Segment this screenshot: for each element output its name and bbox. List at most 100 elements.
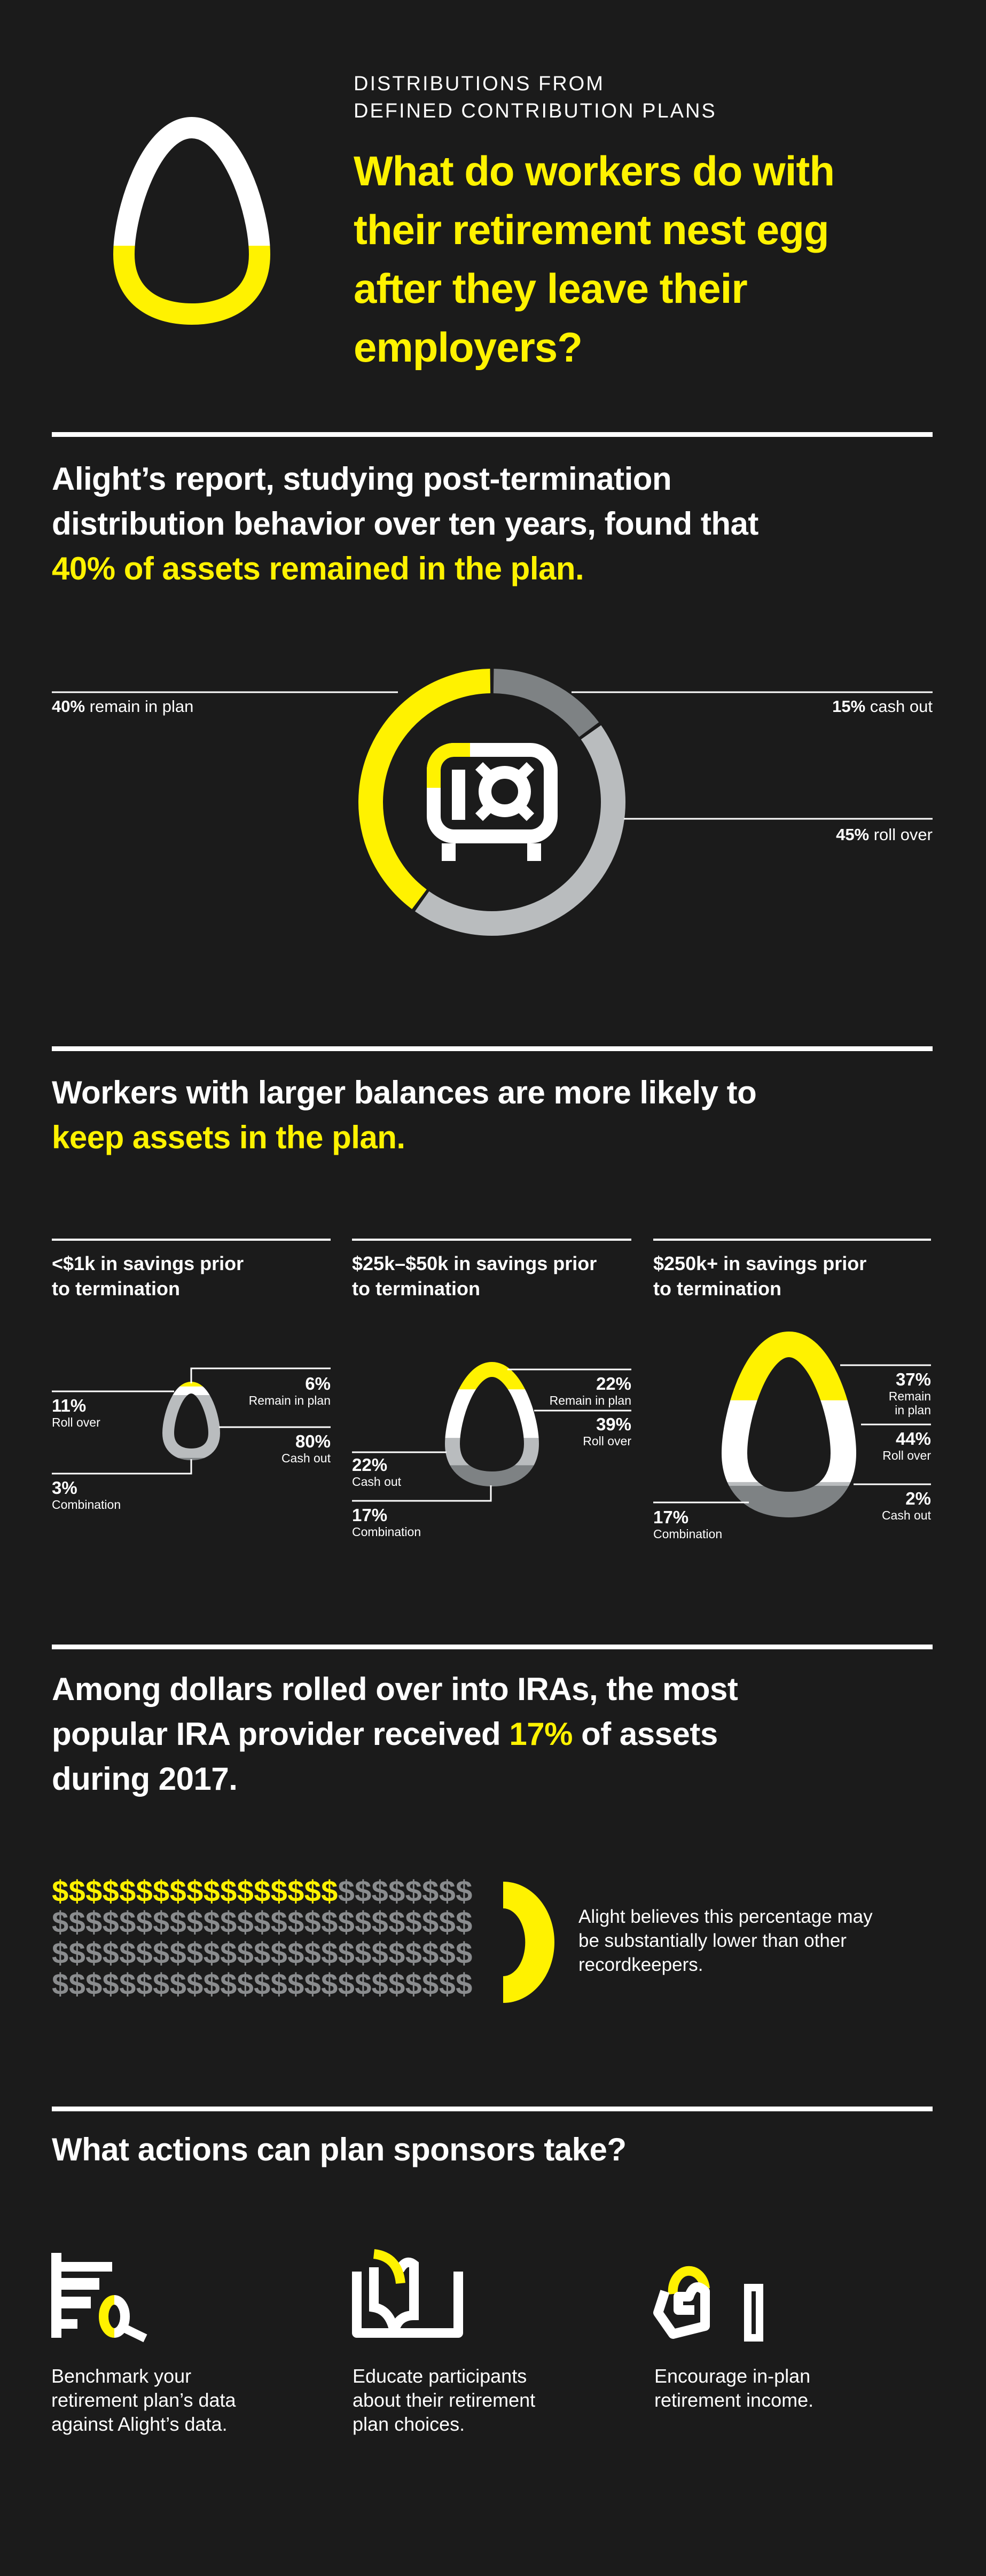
divider: [52, 1046, 933, 1051]
dollar-icon-highlighted: $: [169, 1874, 186, 1908]
dollar-icon: $: [153, 1905, 170, 1939]
dollar-icon: $: [270, 1967, 287, 2001]
dollar-icon: $: [119, 1967, 136, 2001]
dollar-icon: $: [203, 1905, 220, 1939]
dollar-icon: $: [136, 1936, 153, 1970]
dollar-icon-highlighted: $: [52, 1874, 69, 1908]
egg-icon: [113, 117, 271, 325]
dollar-icon: $: [456, 1967, 473, 2001]
dollar-icon: $: [52, 1967, 69, 2001]
pct: 44%: [895, 1429, 931, 1448]
heading-line: popular IRA provider received 17% of ass…: [52, 1712, 738, 1757]
dollar-icon: $: [52, 1936, 69, 1970]
pct: 3%: [52, 1478, 77, 1498]
divider: [52, 1645, 933, 1649]
dollar-icon: $: [270, 1936, 287, 1970]
dollar-icon: $: [371, 1967, 388, 2001]
label-pct: 15%: [832, 697, 866, 716]
cuff: [744, 2284, 763, 2342]
label-combination: 17% Combination: [352, 1506, 421, 1539]
pct: 17%: [653, 1507, 689, 1527]
subtitle-line: DEFINED CONTRIBUTION PLANS: [354, 100, 717, 122]
action-line: about their retirement: [353, 2389, 536, 2411]
dollar-icon: $: [422, 1967, 439, 2001]
pct: 22%: [596, 1374, 631, 1393]
note-line: be substantially lower than other: [578, 1930, 847, 1951]
dollar-icon: $: [153, 1936, 170, 1970]
action-line: against Alight’s data.: [51, 2413, 228, 2435]
dollar-icon-highlighted: $: [203, 1874, 220, 1908]
egg-band-cash-out: [162, 1395, 221, 1459]
dollar-icon: $: [355, 1936, 372, 1970]
dollar-icon: $: [388, 1936, 405, 1970]
dollar-icon: $: [270, 1905, 287, 1939]
dollar-icon: $: [102, 1905, 119, 1939]
dollar-icon-highlighted: $: [85, 1874, 103, 1908]
label-remain: 40% remain in plan: [52, 696, 193, 717]
book-pages: [369, 2257, 419, 2333]
dollar-icon: $: [186, 1967, 204, 2001]
pct: 22%: [352, 1455, 388, 1475]
label-cash-out: 2% Cash out: [882, 1489, 931, 1523]
hand-coin-icon: [653, 2266, 763, 2342]
safe-icon: [427, 743, 558, 861]
column-title: $25k–$50k in savings prior to termination: [352, 1251, 597, 1301]
title-line: to termination: [653, 1278, 781, 1299]
safe-dial: [479, 766, 531, 817]
dollar-icon: $: [371, 1936, 388, 1970]
action-encourage: Encourage in-plan retirement income.: [654, 2364, 911, 2412]
dollar-icon: $: [439, 1905, 456, 1939]
percent-bracket-icon: [503, 1882, 554, 2003]
dollar-icon-highlighted: $: [304, 1874, 321, 1908]
safe-corner: [427, 743, 470, 788]
note-text: Alight believes this percentage may be s…: [578, 1905, 952, 1977]
dollar-icon: $: [304, 1936, 321, 1970]
dollar-icon: $: [371, 1874, 388, 1908]
seg-label: in plan: [895, 1403, 931, 1417]
dollar-icon: $: [85, 1967, 103, 2001]
dollar-icon: $: [102, 1936, 119, 1970]
dollar-icon: $: [52, 1905, 69, 1939]
coin: [668, 2266, 710, 2295]
heading-line: during 2017.: [52, 1761, 238, 1797]
dollar-icon: $: [388, 1967, 405, 2001]
dollar-icon: $: [153, 1967, 170, 2001]
dollar-icon: $: [439, 1874, 456, 1908]
dollar-icon: $: [287, 1936, 304, 1970]
dollar-icon: $: [68, 1905, 85, 1939]
handle: [123, 2324, 147, 2343]
action-line: Educate participants: [353, 2365, 527, 2387]
hand: [653, 2282, 710, 2339]
safe-dial-notch: [514, 801, 535, 821]
heading-highlight: 17%: [509, 1716, 573, 1752]
dollar-icon: $: [355, 1874, 372, 1908]
label-cash-out: 15% cash out: [832, 696, 933, 717]
label-text: remain in plan: [85, 697, 194, 716]
leader-line: [190, 1367, 331, 1383]
pct: 2%: [905, 1489, 931, 1508]
egg-band-combination: [729, 1485, 849, 1518]
dollar-icon: $: [405, 1905, 422, 1939]
section4-heading: What actions can plan sponsors take?: [52, 2127, 627, 2172]
label-roll-over: 39% Roll over: [583, 1415, 631, 1448]
dollar-icon: $: [119, 1936, 136, 1970]
dollar-icon: $: [439, 1936, 456, 1970]
label-combination: 3% Combination: [52, 1478, 121, 1512]
label-text: cash out: [865, 697, 933, 716]
dollar-icon: $: [355, 1967, 372, 2001]
section1-heading: Alight’s report, studying post-terminati…: [52, 457, 758, 591]
dollar-icon-highlighted: $: [102, 1874, 119, 1908]
pct: 37%: [895, 1369, 931, 1389]
action-educate: Educate participants about their retirem…: [353, 2364, 609, 2436]
dollar-icon: $: [68, 1936, 85, 1970]
dollar-icon-highlighted: $: [237, 1874, 254, 1908]
lens-yellow: [99, 2295, 115, 2338]
dollar-icon: $: [388, 1874, 405, 1908]
dollar-pictogram: $$$$$$$$$$$$$$$$$$$$$$$$$ $$$$$$$$$$$$$$$…: [52, 1876, 479, 2000]
column-rule: [653, 1239, 931, 1241]
heading-highlight: keep assets in the plan.: [52, 1119, 405, 1155]
page-title: What do workers do with their retirement…: [354, 142, 835, 377]
action-line: plan choices.: [353, 2413, 465, 2435]
heading-line: Workers with larger balances are more li…: [52, 1075, 757, 1110]
donut-segment-roll-over: [414, 725, 625, 936]
